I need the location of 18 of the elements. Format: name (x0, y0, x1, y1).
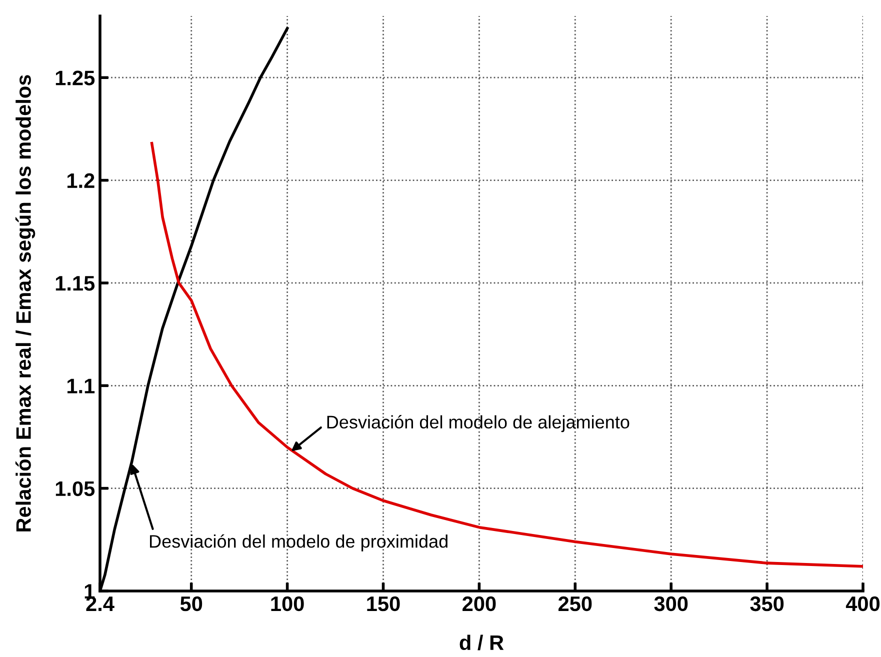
x-tick-label: 250 (558, 596, 592, 612)
y-tick-label: 1.2 (67, 173, 94, 188)
annotation: Desviación del modelo de alejamiento (327, 415, 630, 432)
y-tick-label: 1.25 (56, 70, 95, 86)
y-axis-title: Relación Emax real / Emax según los modelos (15, 75, 36, 532)
y-tick-label: 1.15 (56, 276, 95, 291)
x-tick-label: 200 (462, 596, 496, 612)
x-tick-label: 150 (367, 596, 400, 612)
annotation: Desviación del modelo de proximidad (150, 534, 448, 552)
y-tick-label: 1.05 (56, 481, 95, 496)
line-series (150, 142, 863, 568)
x-tick-label: 100 (271, 596, 304, 612)
x-tick-label: 400 (846, 596, 880, 612)
x-axis-title: d / R (460, 634, 504, 650)
x-tick-label: 300 (654, 596, 688, 612)
y-tick-label: 1.1 (67, 378, 95, 394)
x-tick-label: 350 (750, 596, 784, 612)
x-tick-label: 50 (180, 596, 202, 612)
